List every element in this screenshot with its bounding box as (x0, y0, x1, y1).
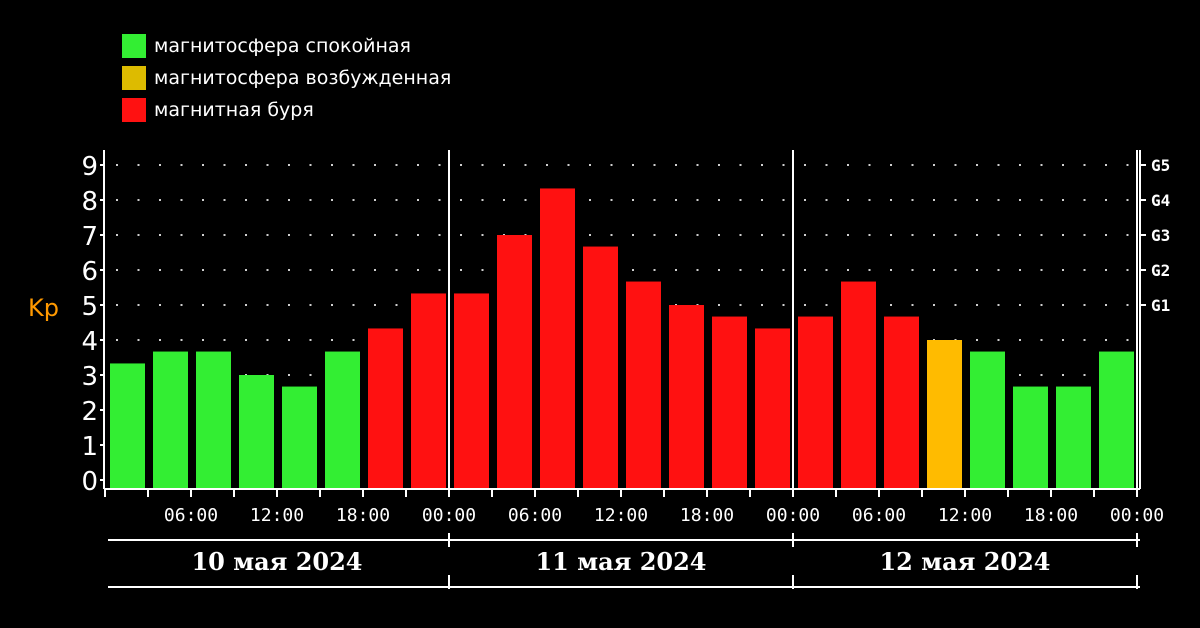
legend: магнитосфера спокойная магнитосфера возб… (122, 30, 451, 126)
x-tick-label: 00:00 (422, 505, 476, 526)
kp-bar (1013, 386, 1048, 489)
x-tick-label: 12:00 (594, 505, 648, 526)
y-tick-label: 5 (81, 292, 98, 322)
day-label: 11 мая 2024 (535, 547, 706, 576)
kp-bar (325, 351, 360, 489)
storm-level-label: G2 (1151, 261, 1170, 280)
y-tick-label: 9 (81, 152, 98, 182)
x-tick-label: 12:00 (250, 505, 304, 526)
x-tick-label: 06:00 (508, 505, 562, 526)
kp-bar (497, 235, 532, 489)
storm-level-label: G3 (1151, 226, 1170, 245)
legend-item-quiet: магнитосфера спокойная (122, 30, 451, 62)
kp-bar (626, 281, 661, 489)
kp-bar (454, 293, 489, 489)
day-label: 12 мая 2024 (879, 547, 1050, 576)
kp-bar (411, 293, 446, 489)
kp-bar (540, 188, 575, 489)
kp-bar (368, 328, 403, 489)
y-tick-label: 2 (81, 397, 98, 427)
legend-item-disturbed: магнитосфера возбужденная (122, 62, 451, 94)
kp-bar (110, 363, 145, 489)
x-tick-label: 18:00 (1024, 505, 1078, 526)
kp-bar (196, 351, 231, 489)
x-tick-label: 00:00 (766, 505, 820, 526)
y-tick-label: 1 (81, 432, 98, 462)
x-tick-label: 00:00 (1110, 505, 1164, 526)
x-tick-label: 06:00 (164, 505, 218, 526)
x-tick-label: 12:00 (938, 505, 992, 526)
legend-swatch-quiet (122, 34, 146, 58)
kp-bar (1099, 351, 1134, 489)
storm-level-label: G5 (1151, 156, 1170, 175)
kp-bar (583, 246, 618, 489)
x-tick-label: 18:00 (680, 505, 734, 526)
legend-item-storm: магнитная буря (122, 94, 451, 126)
y-tick-label: 8 (81, 187, 98, 217)
kp-bar (239, 375, 274, 489)
kp-bar (1056, 386, 1091, 489)
y-tick-label: 7 (81, 222, 98, 252)
legend-swatch-storm (122, 98, 146, 122)
y-tick-label: 4 (81, 327, 98, 357)
x-tick-label: 06:00 (852, 505, 906, 526)
kp-bar (282, 386, 317, 489)
y-tick-label: 0 (81, 467, 98, 497)
storm-level-label: G1 (1151, 296, 1170, 315)
x-tick-label: 18:00 (336, 505, 390, 526)
y-tick-label: 3 (81, 362, 98, 392)
kp-bar (798, 316, 833, 489)
kp-bar (153, 351, 188, 489)
legend-label-quiet: магнитосфера спокойная (154, 35, 411, 57)
y-axis-title: Kp (28, 294, 59, 322)
kp-bar (841, 281, 876, 489)
kp-bar (970, 351, 1005, 489)
kp-bar (669, 305, 704, 489)
y-tick-label: 6 (81, 257, 98, 287)
day-label: 10 мая 2024 (191, 547, 362, 576)
legend-label-disturbed: магнитосфера возбужденная (154, 67, 452, 89)
legend-swatch-disturbed (122, 66, 146, 90)
legend-label-storm: магнитная буря (154, 99, 314, 121)
kp-bar (755, 328, 790, 489)
storm-level-label: G4 (1151, 191, 1170, 210)
kp-bar (884, 316, 919, 489)
kp-bar (712, 316, 747, 489)
kp-bar (927, 340, 962, 489)
